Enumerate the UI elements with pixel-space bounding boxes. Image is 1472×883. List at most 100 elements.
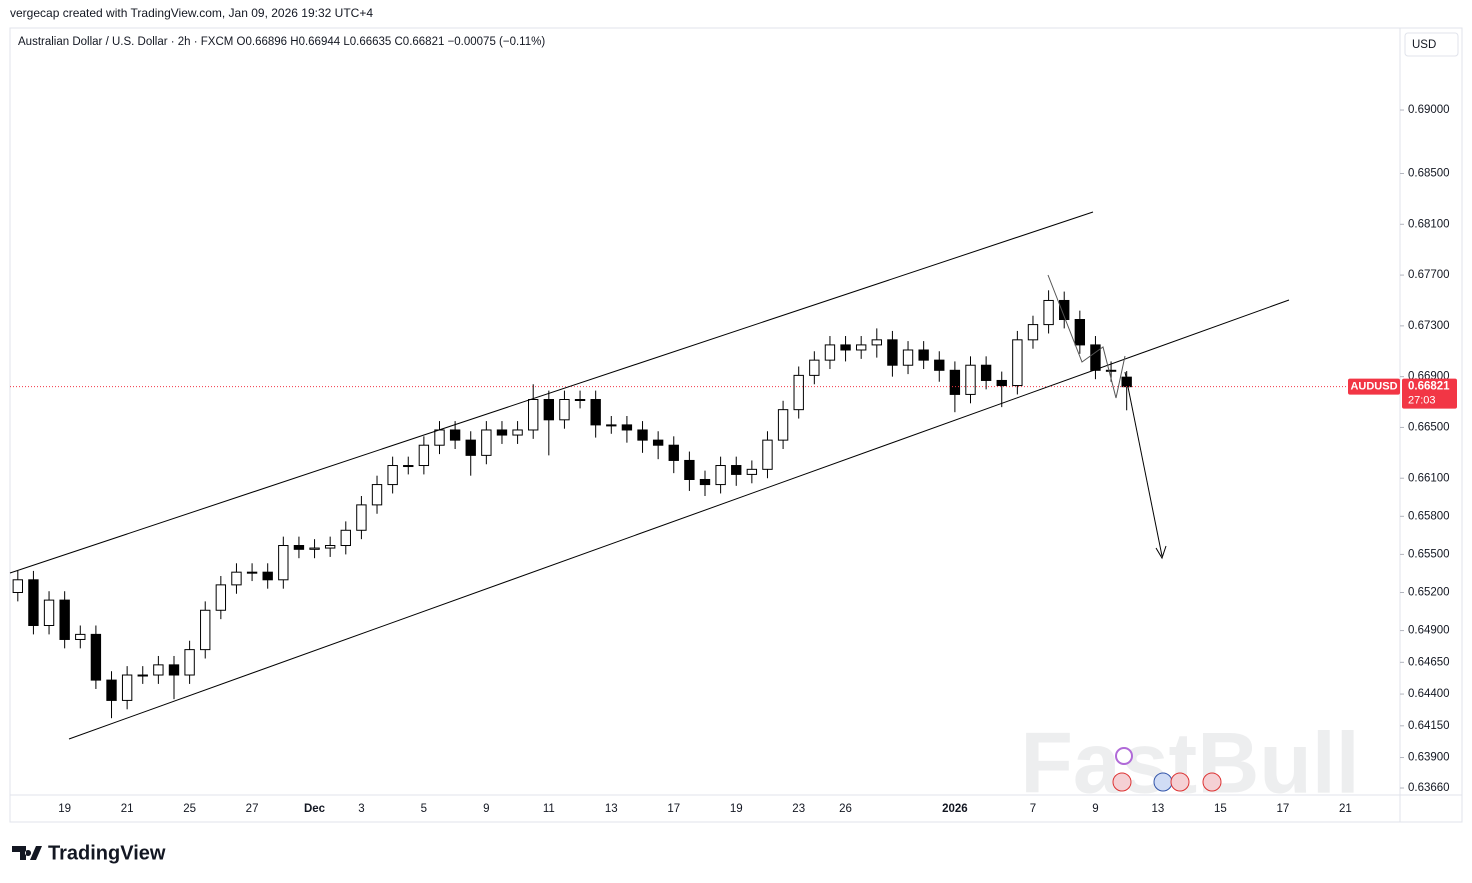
y-tick-label: 0.63660: [1408, 782, 1450, 794]
candle-body: [403, 465, 414, 468]
watermark: FastBull: [1020, 716, 1359, 812]
candle-body: [731, 465, 742, 475]
candle-body: [809, 359, 820, 376]
candle-body: [309, 547, 320, 550]
candle-body: [902, 349, 914, 366]
x-tick-label: 9: [1092, 803, 1098, 815]
y-tick-label: 0.67700: [1408, 269, 1450, 281]
projection-arrow: [1124, 371, 1163, 557]
y-tick-label: 0.64150: [1408, 720, 1450, 732]
x-tick-label: 26: [839, 803, 852, 815]
y-tick-label: 0.65200: [1408, 587, 1450, 599]
candle-body: [418, 444, 430, 467]
candle-body: [746, 468, 758, 475]
x-tick-label: 25: [183, 803, 196, 815]
channel-lower: [68, 299, 1290, 740]
candle-body: [965, 364, 976, 395]
x-tick-label: 21: [1339, 803, 1352, 815]
chart-frame: [9, 27, 1463, 823]
y-tick-label: 0.64400: [1408, 688, 1450, 700]
y-tick-label: 0.68100: [1408, 218, 1450, 230]
x-tick-label: 17: [1276, 803, 1289, 815]
candle-body: [996, 379, 1007, 387]
y-tick-label: 0.64650: [1408, 656, 1450, 668]
price-tag-price: 0.66821: [1408, 381, 1450, 393]
candle-body: [184, 649, 195, 676]
drawings: [9, 211, 1290, 740]
candle-body: [28, 579, 39, 627]
candle-body: [528, 399, 539, 431]
candle-body: [684, 459, 695, 480]
candle-body: [949, 369, 961, 395]
zigzag: [1047, 274, 1126, 399]
candle-body: [90, 633, 102, 681]
brand-logo: TradingView: [12, 842, 166, 864]
plot-area: [10, 290, 1400, 719]
candle-body: [200, 609, 211, 651]
event-icon: [1170, 772, 1190, 792]
y-tick-label: 0.63900: [1408, 752, 1450, 764]
symbol-legend: Australian Dollar / U.S. Dollar · 2h · F…: [18, 36, 545, 48]
candle-body: [262, 571, 273, 581]
candle-body: [449, 429, 461, 441]
candle-body: [871, 339, 882, 346]
y-tick-label: 0.66500: [1408, 421, 1450, 433]
candle-body: [168, 664, 180, 676]
y-tick-label: 0.69000: [1408, 104, 1450, 116]
candle-body: [887, 339, 898, 366]
candle-body: [934, 359, 945, 371]
currency-button[interactable]: [1404, 32, 1459, 57]
candle-body: [652, 439, 664, 446]
x-tick-label: 27: [246, 803, 259, 815]
candle-body: [980, 364, 992, 381]
x-tick-label: 13: [1152, 803, 1165, 815]
y-tick-label: 0.65500: [1408, 548, 1450, 560]
candle-body: [668, 444, 679, 461]
event-icons: [1112, 747, 1222, 792]
x-tick-label: 11: [543, 803, 555, 815]
event-icon: [1153, 772, 1173, 792]
event-icon: [1115, 747, 1133, 765]
logo-mark: [12, 846, 42, 860]
candle-body: [855, 344, 867, 351]
candle-body: [481, 429, 492, 456]
candle-body: [215, 584, 227, 611]
price-tag-countdown: 27:03: [1408, 395, 1436, 407]
price-tag-symbol: AUDUSD: [1350, 381, 1397, 393]
price-tag-symbol-bg: [1348, 378, 1400, 395]
candle-body: [1105, 369, 1117, 372]
candle-body: [231, 571, 242, 586]
x-tick-label: 19: [58, 803, 71, 815]
currency[interactable]: USD: [1412, 39, 1436, 51]
candle-body: [246, 571, 258, 574]
candle-body: [59, 599, 70, 640]
candle-body: [278, 545, 289, 581]
y-tick-label: 0.65800: [1408, 510, 1450, 522]
brand: TradingView: [48, 842, 166, 864]
x-tick-label: 9: [483, 803, 489, 815]
candle-body: [43, 599, 55, 627]
candle-body: [512, 429, 523, 436]
y-tick-label: 0.64900: [1408, 625, 1450, 637]
candle-body: [606, 424, 617, 427]
candle-body: [106, 679, 117, 701]
candle-body: [715, 465, 726, 486]
candle-body: [699, 478, 711, 486]
channel-upper: [9, 211, 1094, 574]
candle-body: [293, 545, 305, 550]
x-tick-label: 15: [1214, 803, 1227, 815]
x-tick-label: 3: [358, 803, 364, 815]
candle-body: [621, 424, 633, 431]
candle-body: [465, 439, 476, 456]
candle-body: [356, 504, 367, 531]
candle-body: [1090, 344, 1101, 371]
candle-body: [824, 344, 836, 361]
candle-body: [1074, 319, 1086, 346]
candle-body: [574, 399, 586, 402]
x-tick-label: 13: [605, 803, 618, 815]
candle-body: [762, 439, 773, 470]
candle-body: [387, 465, 398, 486]
x-tick-label: 5: [421, 803, 427, 815]
x-tick-label: 23: [792, 803, 805, 815]
